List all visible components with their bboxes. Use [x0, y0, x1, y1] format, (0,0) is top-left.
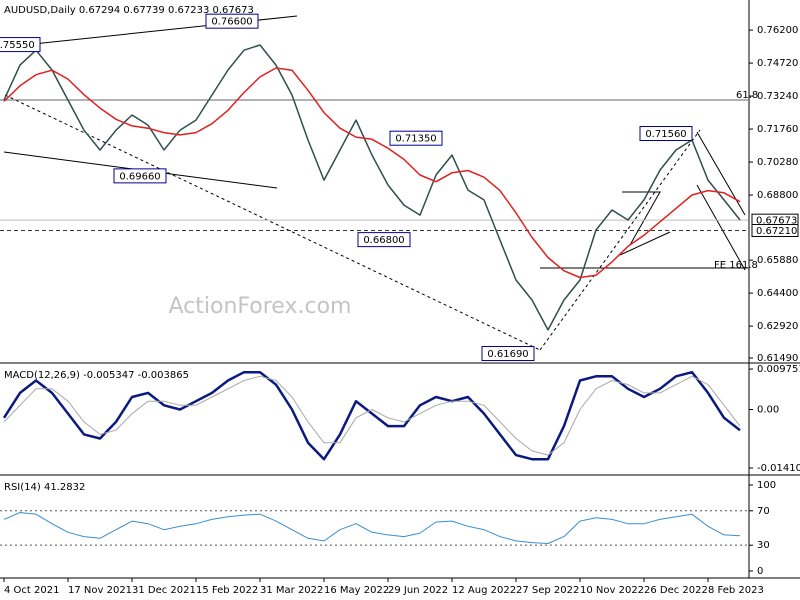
x-tick-label: 27 Sep 2022: [516, 585, 579, 596]
x-tick-label: 15 Feb 2022: [196, 585, 258, 596]
trend-line: [696, 131, 746, 216]
series-line: [3, 44, 741, 331]
price-label: 0.67673: [756, 216, 797, 227]
y-tick-label: 0.62920: [757, 321, 798, 332]
annotation-box: [0, 37, 41, 53]
price-label-box: [751, 223, 799, 237]
x-tick-label: 4 Oct 2021: [4, 585, 59, 596]
x-tick-label: 8 Feb 2023: [708, 585, 764, 596]
trend-line: [696, 184, 746, 271]
annotation-box: [205, 13, 259, 29]
y-tick-label: -0.014107: [757, 463, 800, 474]
panel-title: MACD(12,26,9) -0.005347 -0.003865: [4, 370, 189, 381]
y-tick-label: 0.76200: [757, 25, 798, 36]
y-tick-label: 0.61490: [757, 353, 798, 364]
watermark: ActionForex.com: [169, 294, 352, 319]
annotation-box: [481, 346, 535, 362]
annotation-label: 0.76600: [211, 17, 252, 28]
trend-line: [619, 231, 671, 256]
annotation-box: [389, 130, 443, 146]
annotation-label: 0.75550: [0, 40, 35, 51]
annotation-label: 0.61690: [487, 349, 528, 360]
drawing-lines: [0, 15, 748, 351]
x-tick-label: 10 Nov 2022: [580, 585, 644, 596]
fib-label: FE 161.8: [714, 260, 758, 271]
y-tick-label: 30: [757, 540, 770, 551]
x-tick-label: 12 Aug 2022: [452, 585, 516, 596]
y-tick-label: 0.65880: [757, 255, 798, 266]
y-tick-label: 0.00: [757, 404, 779, 415]
y-tick-label: 0.009751: [757, 364, 800, 375]
y-tick-label: 0.73240: [757, 91, 798, 102]
annotation-label: 0.71560: [645, 129, 686, 140]
series-line: [3, 67, 741, 279]
y-tick-label: 0: [757, 566, 763, 577]
trend-line: [4, 94, 541, 351]
x-tick-label: 29 Jun 2022: [388, 585, 448, 596]
x-tick-label: 31 Dec 2021: [132, 585, 196, 596]
x-tick-label: 16 May 2022: [324, 585, 389, 596]
y-tick-label: 100: [757, 480, 776, 491]
annotation-box: [113, 168, 167, 184]
annotation-label: 0.71350: [395, 134, 436, 145]
annotation-label: 0.66800: [363, 235, 404, 246]
y-tick-label: 0.70280: [757, 157, 798, 168]
y-tick-label: 0.68800: [757, 190, 798, 201]
y-tick-label: 0.64400: [757, 288, 798, 299]
series-line: [3, 512, 741, 544]
panel-title: AUDUSD,Daily 0.67294 0.67739 0.67233 0.6…: [4, 5, 254, 16]
y-tick-label: 70: [757, 506, 770, 517]
x-tick-label: 26 Dec 2022: [644, 585, 708, 596]
annotation-box: [357, 232, 411, 248]
series-line: [3, 375, 741, 456]
annotation-label: 0.69660: [119, 171, 160, 182]
y-tick-label: 0.71760: [757, 124, 798, 135]
trend-line: [622, 191, 661, 246]
x-tick-label: 17 Nov 2021: [68, 585, 132, 596]
fib-label: 61.8: [736, 90, 758, 101]
panel-title: RSI(14) 41.2832: [4, 482, 85, 493]
annotation-box: [639, 126, 693, 142]
x-tick-label: 31 Mar 2022: [260, 585, 323, 596]
price-label: 0.67210: [756, 226, 797, 237]
y-tick-label: 0.74720: [757, 58, 798, 69]
series-line: [2, 370, 741, 461]
